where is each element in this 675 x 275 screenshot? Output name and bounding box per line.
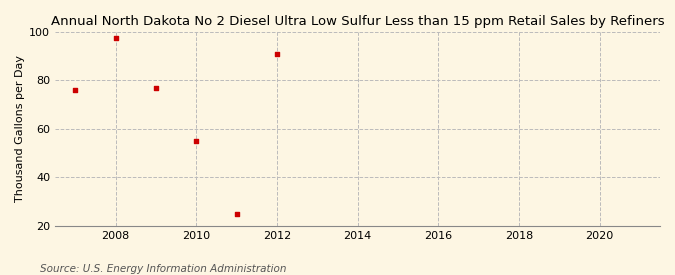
- Text: Source: U.S. Energy Information Administration: Source: U.S. Energy Information Administ…: [40, 264, 287, 274]
- Y-axis label: Thousand Gallons per Day: Thousand Gallons per Day: [15, 56, 25, 202]
- Point: [110, 36, 121, 40]
- Point: [70, 88, 80, 92]
- Title: Annual North Dakota No 2 Diesel Ultra Low Sulfur Less than 15 ppm Retail Sales b: Annual North Dakota No 2 Diesel Ultra Lo…: [51, 15, 664, 28]
- Point: [231, 211, 242, 216]
- Point: [151, 86, 161, 90]
- Point: [191, 139, 202, 143]
- Point: [271, 52, 282, 56]
